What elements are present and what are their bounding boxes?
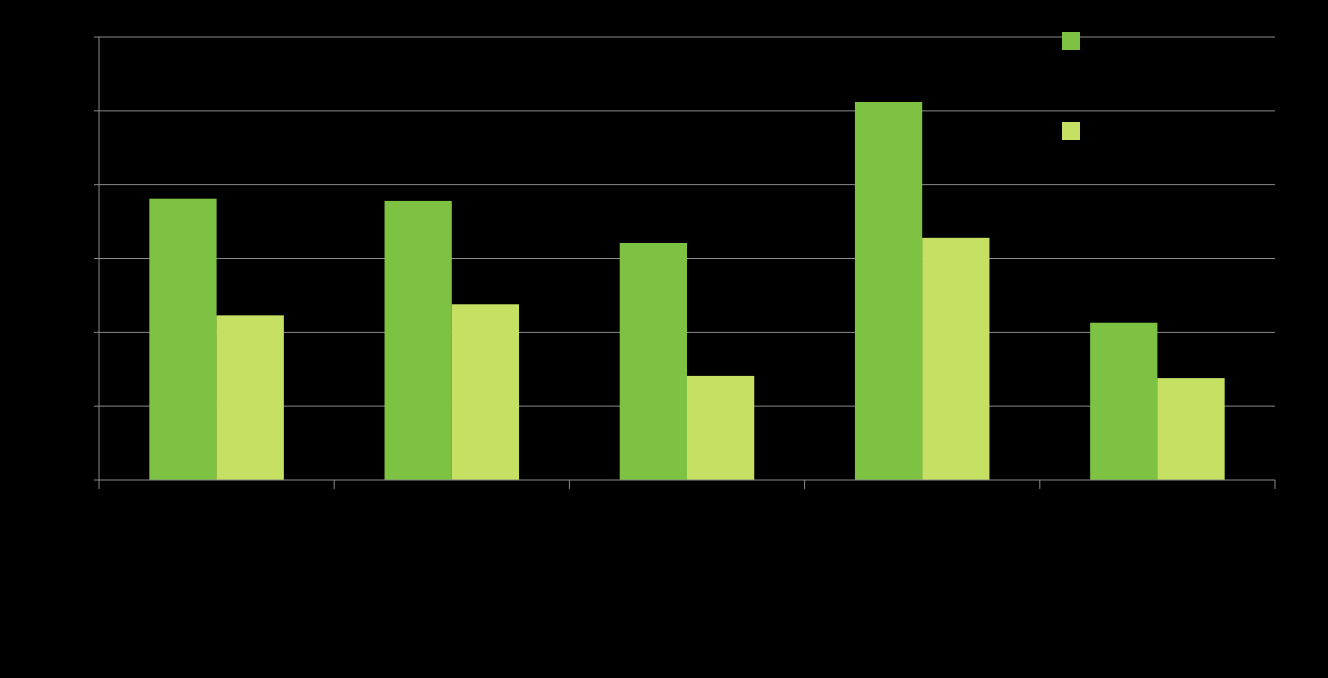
legend-swatch bbox=[1062, 32, 1080, 50]
bar bbox=[922, 237, 990, 480]
bar bbox=[619, 242, 687, 480]
bar bbox=[687, 375, 755, 480]
bar bbox=[854, 101, 923, 481]
legend-swatch bbox=[1062, 122, 1080, 140]
bar bbox=[216, 315, 284, 480]
bar bbox=[384, 200, 452, 480]
bar bbox=[1157, 378, 1225, 480]
bar bbox=[451, 304, 520, 480]
bar bbox=[149, 198, 217, 480]
bar bbox=[1090, 322, 1158, 480]
